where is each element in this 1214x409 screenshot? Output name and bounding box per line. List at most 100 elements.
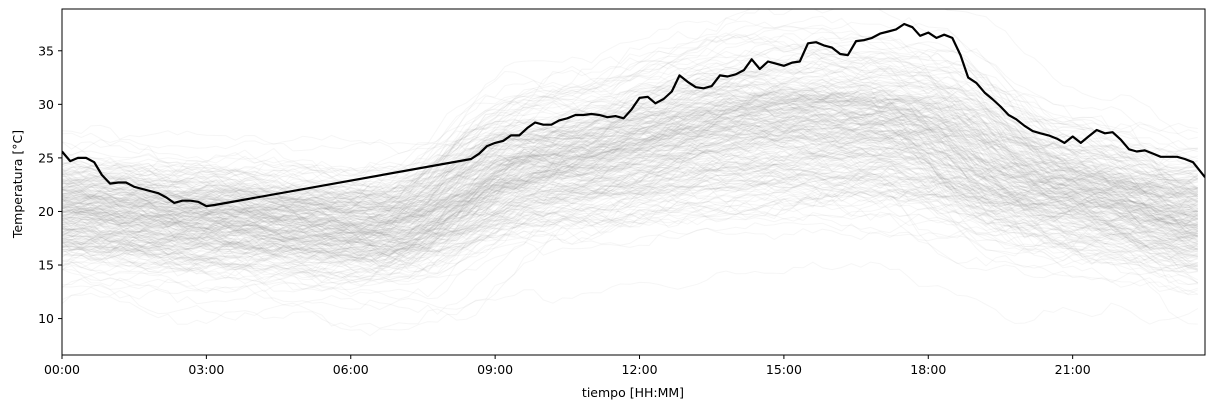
background-series-line	[62, 166, 1199, 290]
background-series-line	[62, 118, 1198, 248]
background-series-line	[62, 115, 1198, 219]
background-series-line	[62, 149, 1198, 241]
background-series-line	[62, 60, 1198, 200]
y-axis: 10 15 20 25 30 35	[38, 43, 62, 326]
background-series-line	[62, 85, 1199, 248]
background-series-line	[62, 188, 1199, 280]
background-series-line	[62, 118, 1199, 245]
background-series-line	[62, 109, 1198, 238]
background-series-line	[62, 140, 1199, 246]
background-series-line	[62, 102, 1198, 265]
background-series-line	[62, 132, 1199, 251]
background-series-line	[62, 133, 1198, 229]
background-series-line	[62, 112, 1198, 218]
x-tick-label: 15:00	[766, 362, 802, 377]
background-series-line	[62, 140, 1198, 251]
background-series-line	[62, 163, 1198, 268]
background-series-line	[62, 154, 1198, 213]
background-series-line	[62, 146, 1198, 264]
background-series-line	[62, 190, 1198, 254]
background-series-line	[62, 77, 1198, 223]
background-series-line	[62, 138, 1199, 245]
background-series-line	[62, 191, 1199, 270]
background-series-line	[62, 98, 1198, 200]
background-series-line	[62, 162, 1198, 285]
background-series-line	[62, 76, 1198, 184]
background-series-line	[62, 170, 1198, 231]
x-axis: 00:00 03:00 06:00 09:00 12:00 15:00 18:00 21:00	[44, 355, 1091, 377]
background-series-line	[62, 125, 1198, 204]
background-series-line	[62, 141, 1198, 231]
background-series-line	[62, 16, 1198, 174]
background-series-line	[62, 50, 1198, 211]
background-series-line	[62, 96, 1199, 250]
background-series-line	[62, 178, 1199, 311]
background-series-line	[62, 109, 1198, 255]
background-series-line	[62, 92, 1198, 211]
background-series-line	[62, 89, 1198, 256]
background-series-line	[62, 140, 1199, 285]
background-series-line	[62, 148, 1199, 243]
background-series-line	[62, 119, 1199, 231]
background-series-line	[62, 119, 1198, 243]
background-series-line	[62, 111, 1199, 233]
background-series-line	[62, 98, 1198, 239]
background-series-line	[62, 132, 1198, 209]
background-series-line	[62, 110, 1198, 201]
background-series-line	[62, 104, 1198, 253]
background-series-line	[62, 129, 1198, 273]
background-series-line	[62, 111, 1198, 268]
background-series-line	[62, 131, 1198, 214]
background-series-line	[62, 112, 1199, 216]
background-series-line	[62, 261, 1199, 337]
background-series-line	[62, 109, 1198, 228]
background-series-line	[62, 86, 1199, 229]
background-series-line	[62, 145, 1198, 257]
background-series-line	[62, 48, 1198, 206]
background-series-line	[62, 58, 1198, 194]
background-series-line	[62, 198, 1198, 293]
background-series-line	[62, 55, 1198, 177]
background-series-line	[62, 105, 1198, 256]
background-series-line	[62, 95, 1199, 206]
y-tick-label: 15	[38, 258, 54, 273]
background-series-line	[62, 146, 1198, 267]
background-series-line	[62, 189, 1199, 253]
background-series-line	[62, 101, 1198, 227]
background-series-line	[62, 142, 1198, 263]
background-series-line	[62, 82, 1199, 262]
background-series-line	[62, 121, 1198, 273]
background-series-line	[62, 77, 1198, 236]
background-series-line	[62, 93, 1199, 215]
background-series-line	[62, 198, 1198, 294]
background-series-line	[62, 83, 1199, 207]
background-series-line	[62, 65, 1198, 210]
background-series-line	[62, 144, 1198, 253]
background-series-line	[62, 100, 1198, 200]
background-series-line	[62, 136, 1199, 244]
background-series-line	[62, 93, 1198, 222]
background-series-line	[62, 49, 1198, 212]
background-series-line	[62, 164, 1198, 258]
background-series-line	[62, 62, 1199, 206]
background-series-line	[62, 74, 1198, 198]
background-series-line	[62, 32, 1199, 192]
background-series-line	[62, 146, 1198, 236]
background-series-line	[62, 85, 1199, 214]
background-series-line	[62, 90, 1198, 247]
background-series-line	[62, 227, 1198, 281]
background-series-line	[62, 111, 1199, 260]
background-series-line	[62, 89, 1198, 180]
background-series-line	[62, 163, 1198, 239]
background-series-line	[62, 124, 1198, 284]
background-series-line	[62, 151, 1198, 284]
background-series-line	[62, 48, 1199, 195]
y-tick-label: 25	[38, 150, 54, 165]
background-series-line	[62, 84, 1198, 268]
background-series-line	[62, 122, 1199, 266]
x-tick-label: 00:00	[44, 362, 80, 377]
background-series-line	[62, 86, 1198, 247]
background-series-line	[62, 84, 1199, 200]
background-series-line	[62, 106, 1198, 242]
background-series-line	[62, 164, 1198, 215]
